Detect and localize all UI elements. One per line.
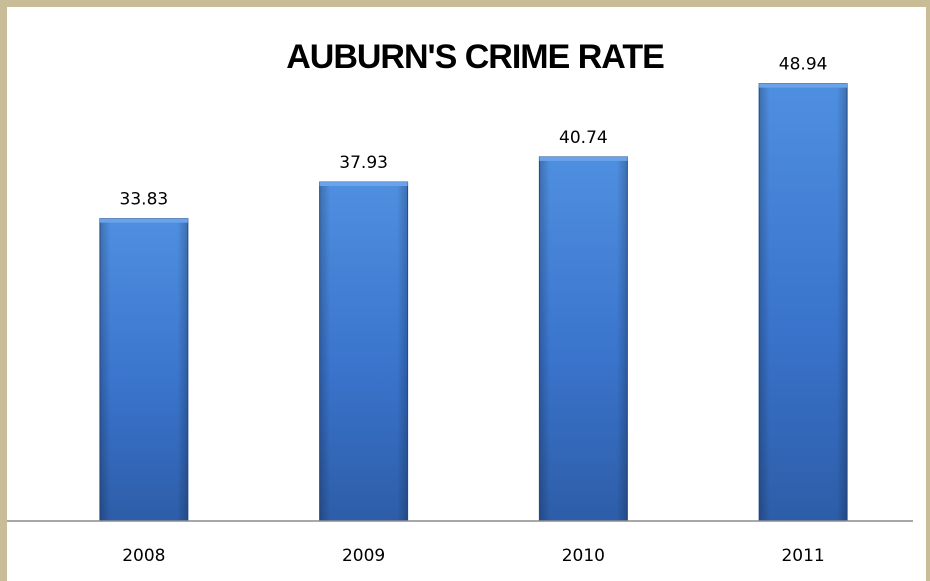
bar-highlight-2011 [759,83,848,88]
bars-layer: 33.83 2008 37.93 2009 40.74 2010 48.94 2011 [99,55,848,566]
bar-shade-2010 [539,156,628,522]
data-label-2011: 48.94 [779,55,828,75]
x-tick-label-2011: 2011 [781,546,824,566]
bar-group-2011: 48.94 2011 [758,55,848,566]
x-tick-label-2009: 2009 [342,546,385,566]
bar-shade-2008 [99,218,188,522]
data-label-2008: 33.83 [120,190,169,210]
bar-highlight-2010 [539,156,628,161]
data-label-2010: 40.74 [559,128,608,148]
x-tick-label-2010: 2010 [562,546,605,566]
bar-shade-2009 [319,182,408,521]
bar-group-2009: 37.93 2009 [319,153,409,566]
bar-highlight-2008 [99,218,188,223]
bar-shade-2011 [759,83,848,521]
bar-highlight-2009 [319,182,408,187]
bar-group-2010: 40.74 2010 [538,128,628,566]
chart-title: AUBURN'S CRIME RATE [286,38,664,76]
data-label-2009: 37.93 [339,153,388,173]
bar-group-2008: 33.83 2008 [99,190,189,566]
x-tick-label-2008: 2008 [122,546,165,566]
